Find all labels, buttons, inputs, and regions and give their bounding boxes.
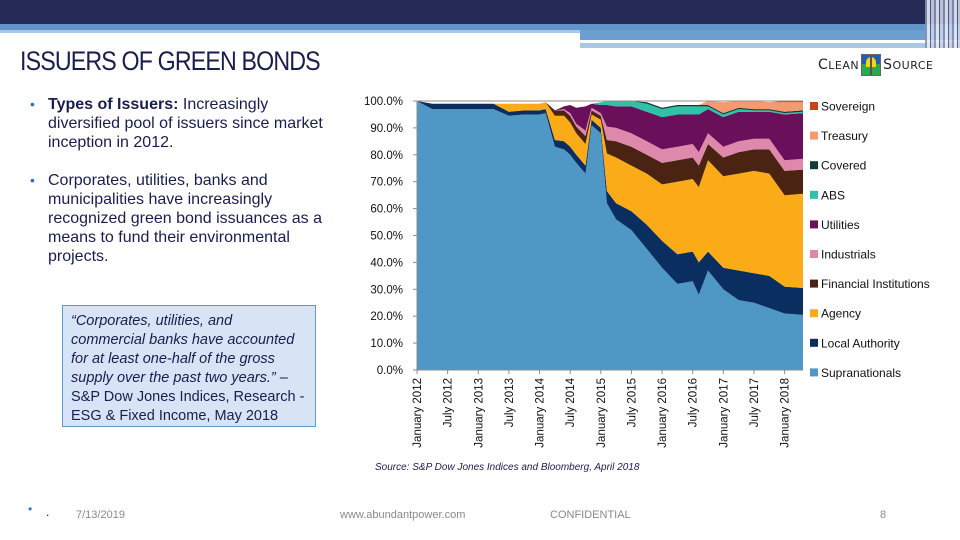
y-tick-label: 90.0% bbox=[370, 123, 403, 135]
y-tick-label: 60.0% bbox=[370, 204, 403, 216]
legend-label: Utilities bbox=[821, 218, 860, 232]
area-local-authority bbox=[417, 101, 803, 315]
legend-label: Sovereign bbox=[821, 100, 875, 114]
legend-swatch bbox=[810, 190, 818, 199]
legend-label: Treasury bbox=[821, 129, 868, 143]
legend-swatch bbox=[810, 338, 818, 347]
bullet-item: • Types of Issuers: Increasingly diversi… bbox=[30, 95, 330, 152]
area-abs bbox=[417, 101, 803, 118]
y-tick-label: 10.0% bbox=[370, 338, 403, 350]
header-bar bbox=[0, 0, 960, 24]
x-tick-label: January 2017 bbox=[718, 378, 730, 448]
legend-swatch bbox=[810, 102, 818, 110]
y-tick-label: 80.0% bbox=[370, 150, 403, 162]
slide-title: ISSUERS OF GREEN BONDS bbox=[20, 46, 321, 76]
quote-text: “Corporates, utilities, and commercial b… bbox=[71, 313, 295, 386]
footer-url[interactable]: www.abundantpower.com bbox=[340, 509, 466, 521]
x-tick-label: July 2014 bbox=[565, 377, 577, 427]
y-tick-label: 30.0% bbox=[370, 284, 403, 296]
legend-label: Agency bbox=[821, 307, 861, 321]
legend-label: ABS bbox=[821, 188, 845, 202]
header-band bbox=[0, 30, 580, 33]
header-band bbox=[580, 43, 960, 48]
header-band bbox=[0, 24, 960, 30]
area-agency bbox=[417, 101, 803, 288]
area-supranationals bbox=[417, 101, 803, 370]
legend-swatch bbox=[810, 161, 818, 170]
header-stripes bbox=[925, 0, 960, 48]
footer-date: 7/13/2019 bbox=[76, 509, 125, 521]
header-band bbox=[580, 40, 910, 43]
x-tick-label: January 2018 bbox=[780, 378, 792, 448]
x-tick-label: January 2013 bbox=[473, 378, 485, 448]
stacked-area-chart: 0.0% 10.0% 20.0% 30.0% 40.0% 50.0% 60.0% 70.0% 8… bbox=[364, 96, 930, 448]
header-band bbox=[580, 30, 960, 40]
x-tick-label: July 2017 bbox=[749, 378, 761, 427]
legend-label: Supranationals bbox=[821, 366, 901, 380]
x-tick-label: July 2016 bbox=[688, 378, 700, 427]
legend-swatch bbox=[810, 309, 818, 318]
logo-mark-icon bbox=[861, 54, 882, 76]
x-tick-label: July 2012 bbox=[443, 378, 455, 427]
bullet-bold: Types of Issuers: bbox=[48, 96, 179, 113]
empty-bullet-text: . bbox=[46, 505, 50, 519]
area-treasury bbox=[417, 101, 803, 114]
empty-bullet-icon: • bbox=[28, 502, 33, 516]
y-tick-label: 50.0% bbox=[370, 231, 403, 243]
bullet-icon: • bbox=[30, 96, 35, 112]
x-tick-label: January 2014 bbox=[535, 377, 547, 447]
bullet-list: • Types of Issuers: Increasingly diversi… bbox=[30, 95, 330, 285]
legend-swatch bbox=[810, 220, 818, 229]
footer-page-number: 8 bbox=[880, 509, 887, 521]
x-tick-label: July 2015 bbox=[626, 378, 638, 427]
logo-text-left: CLEAN bbox=[818, 57, 860, 73]
bullet-text: Increasingly diversified pool of issuers… bbox=[48, 96, 323, 151]
x-tick-label: January 2015 bbox=[596, 378, 608, 448]
y-tick-label: 70.0% bbox=[370, 177, 403, 189]
y-tick-label: 40.0% bbox=[370, 257, 403, 269]
bullet-text: Corporates, utilities, banks and municip… bbox=[48, 172, 322, 265]
legend-label: Financial Institutions bbox=[821, 277, 930, 291]
area-financial-institutions bbox=[417, 101, 803, 196]
logo-text-right: SOURCE bbox=[883, 57, 934, 73]
legend-swatch bbox=[810, 279, 818, 288]
y-tick-label: 0.0% bbox=[377, 365, 403, 377]
x-tick-label: January 2016 bbox=[657, 378, 669, 448]
footer-confidential: CONFIDENTIAL bbox=[550, 509, 631, 521]
x-tick-label: January 2012 bbox=[412, 378, 424, 448]
legend-swatch bbox=[810, 131, 818, 140]
chart-source: Source: S&P Dow Jones Indices and Bloomb… bbox=[375, 462, 640, 473]
bullet-item: • Corporates, utilities, banks and munic… bbox=[30, 171, 330, 266]
legend-label: Local Authority bbox=[821, 336, 900, 350]
y-tick-label: 20.0% bbox=[370, 311, 403, 323]
legend-swatch bbox=[810, 368, 818, 377]
clean-source-logo: CLEAN SOURCE bbox=[818, 52, 933, 78]
quote-box: “Corporates, utilities, and commercial b… bbox=[62, 305, 316, 427]
x-tick-label: July 2013 bbox=[504, 378, 516, 427]
area-industrials bbox=[417, 101, 803, 171]
area-utilities bbox=[417, 101, 803, 161]
bullet-icon: • bbox=[30, 172, 35, 188]
quote-attribution: S&P Dow Jones Indices, Research - ESG & … bbox=[71, 389, 305, 424]
legend-swatch bbox=[810, 250, 818, 258]
legend-label: Covered bbox=[821, 159, 866, 173]
legend-label: Industrials bbox=[821, 248, 876, 262]
y-tick-label: 100.0% bbox=[364, 96, 403, 108]
